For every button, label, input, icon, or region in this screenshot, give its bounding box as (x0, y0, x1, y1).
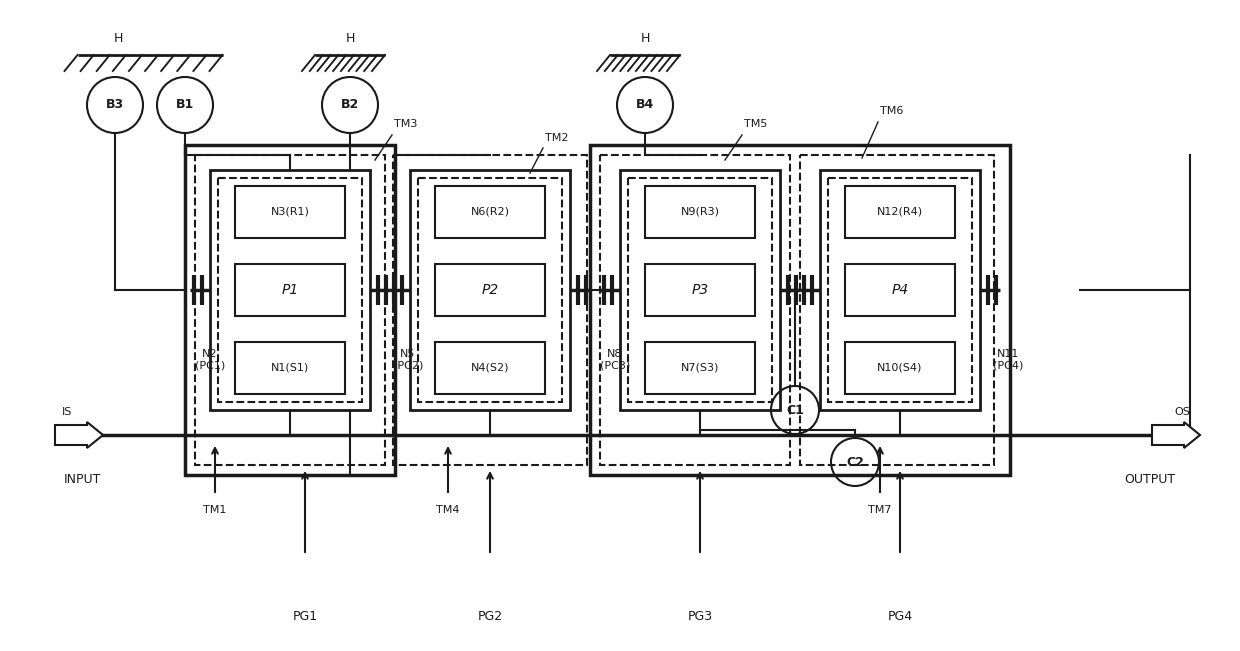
Text: N1(S1): N1(S1) (270, 363, 309, 373)
Text: TM6: TM6 (880, 106, 904, 116)
Text: B1: B1 (176, 98, 195, 111)
FancyArrow shape (1152, 422, 1200, 448)
Text: N9(R3): N9(R3) (681, 207, 719, 217)
Text: H: H (345, 32, 355, 45)
Bar (236, 264, 345, 316)
Bar (600, 155, 790, 465)
Text: N11
(PC4): N11 (PC4) (993, 349, 1023, 371)
Bar (435, 264, 546, 316)
Bar (645, 342, 755, 394)
Bar (627, 178, 773, 402)
Text: N3(R1): N3(R1) (270, 207, 310, 217)
Text: PG4: PG4 (888, 610, 913, 623)
Bar (418, 178, 562, 402)
Bar (435, 342, 546, 394)
Bar (645, 186, 755, 238)
FancyArrow shape (55, 422, 103, 448)
Bar (410, 170, 570, 410)
Text: TM1: TM1 (203, 505, 227, 515)
Text: IS: IS (62, 407, 72, 417)
Text: N7(S3): N7(S3) (681, 363, 719, 373)
Text: PG3: PG3 (687, 610, 713, 623)
Text: PG1: PG1 (293, 610, 317, 623)
Text: TM5: TM5 (744, 119, 768, 129)
Text: PG2: PG2 (477, 610, 502, 623)
Text: N2
(PC1): N2 (PC1) (195, 349, 226, 371)
Bar (435, 186, 546, 238)
Bar (844, 264, 955, 316)
Bar (844, 186, 955, 238)
Text: P1: P1 (281, 283, 299, 297)
Bar (820, 170, 980, 410)
Text: P4: P4 (892, 283, 909, 297)
Text: N5
(PC2): N5 (PC2) (393, 349, 423, 371)
Text: OUTPUT: OUTPUT (1123, 473, 1176, 486)
Text: B3: B3 (105, 98, 124, 111)
Text: B2: B2 (341, 98, 360, 111)
Text: OS: OS (1174, 407, 1190, 417)
Bar (210, 170, 370, 410)
Text: TM3: TM3 (394, 119, 418, 129)
Text: B4: B4 (636, 98, 655, 111)
Bar (828, 178, 972, 402)
Bar (185, 145, 396, 475)
Text: P3: P3 (692, 283, 708, 297)
Bar (236, 186, 345, 238)
Text: N12(R4): N12(R4) (877, 207, 923, 217)
Bar (236, 342, 345, 394)
Bar (844, 342, 955, 394)
Text: TM4: TM4 (436, 505, 460, 515)
Text: N10(S4): N10(S4) (878, 363, 923, 373)
Text: N6(R2): N6(R2) (470, 207, 510, 217)
Text: C1: C1 (786, 404, 804, 417)
Bar (620, 170, 780, 410)
Text: TM2: TM2 (546, 133, 568, 143)
Bar (590, 145, 1011, 475)
Text: H: H (640, 32, 650, 45)
Bar (645, 264, 755, 316)
Text: N4(S2): N4(S2) (471, 363, 510, 373)
Bar (195, 155, 384, 465)
Text: INPUT: INPUT (63, 473, 100, 486)
Text: N8
(PC3): N8 (PC3) (600, 349, 630, 371)
Bar (218, 178, 362, 402)
Text: H: H (113, 32, 123, 45)
Text: P2: P2 (481, 283, 498, 297)
Text: C2: C2 (846, 456, 864, 469)
Bar (800, 155, 994, 465)
Bar (393, 155, 587, 465)
Text: TM7: TM7 (868, 505, 892, 515)
